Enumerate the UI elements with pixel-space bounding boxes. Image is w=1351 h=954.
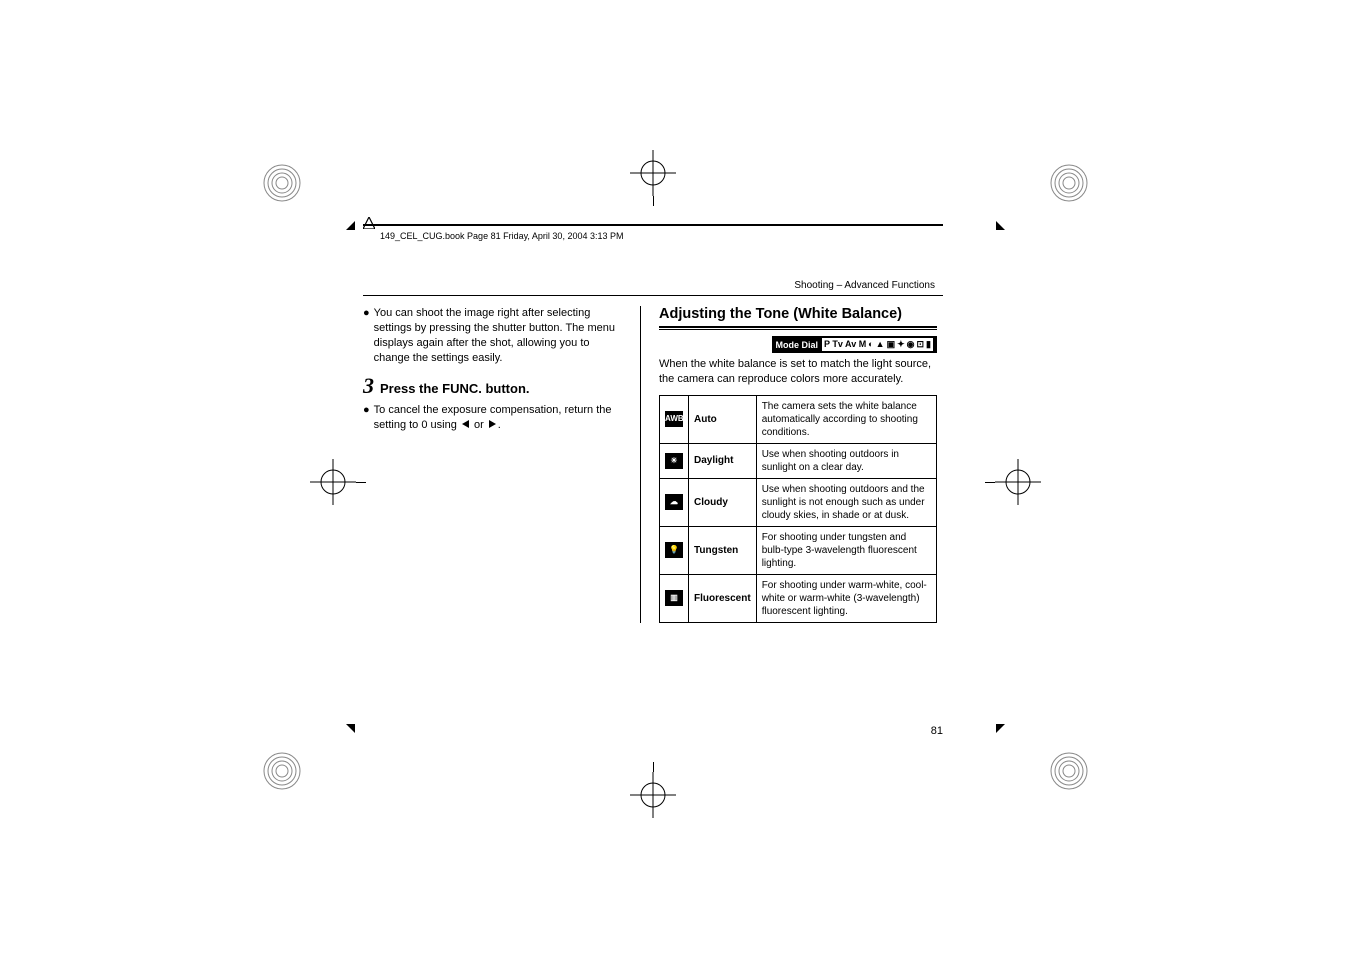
page-number: 81 (931, 725, 943, 737)
wb-icon-cell: ☁ (660, 478, 689, 526)
wb-icon: AWB (665, 411, 683, 427)
reg-line (985, 482, 995, 483)
flow-arrow-icon (363, 217, 375, 229)
wb-icon-cell: 💡 (660, 526, 689, 574)
reg-cross-top (630, 150, 676, 196)
mode-icon: ▲ (876, 339, 885, 350)
mode-icon: ◐ (868, 339, 873, 350)
wb-icon: ☀ (665, 453, 683, 469)
title-rule-1 (659, 326, 937, 328)
left-bullet-1: ● You can shoot the image right after se… (363, 306, 628, 365)
right-column: Adjusting the Tone (White Balance) Mode … (659, 306, 937, 623)
title-rule-2 (659, 329, 937, 330)
wb-icon-cell: AWB (660, 395, 689, 443)
mode-dial-row: Mode Dial P Tv Av M ◐ ▲ ▣ ✦ ◉ ⊡ ▮ (659, 336, 937, 353)
mode-dial-badge: Mode Dial P Tv Av M ◐ ▲ ▣ ✦ ◉ ⊡ ▮ (772, 336, 937, 353)
mode-icon: ◉ (907, 339, 915, 350)
step-number: 3 (363, 373, 374, 399)
wb-name: Auto (689, 395, 757, 443)
mode-icon: ⊡ (917, 339, 925, 350)
white-balance-table: AWB AutoThe camera sets the white balance… (659, 395, 937, 623)
bullet-icon: ● (363, 306, 370, 365)
reg-arrow-icon (994, 722, 1008, 736)
mode-icon: ▣ (887, 339, 896, 350)
bullet-icon: ● (363, 403, 370, 433)
table-row: ☀ DaylightUse when shooting outdoors in s… (660, 443, 937, 478)
page-content: Shooting – Advanced Functions ● You can … (363, 280, 943, 623)
table-row: ☁ CloudyUse when shooting outdoors and th… (660, 478, 937, 526)
section-header: Shooting – Advanced Functions (363, 280, 943, 291)
wb-desc: The camera sets the white balance automa… (756, 395, 936, 443)
bullet-text-c: . (498, 419, 501, 431)
wb-name: Tungsten (689, 526, 757, 574)
bullet-text: You can shoot the image right after sele… (374, 306, 628, 365)
reg-line (653, 762, 654, 772)
intro-text: When the white balance is set to match t… (659, 357, 937, 387)
wb-name: Daylight (689, 443, 757, 478)
step-heading: 3 Press the FUNC. button. (363, 373, 628, 399)
wb-desc: For shooting under warm-white, cool-whit… (756, 574, 936, 622)
reg-cross-bottom (630, 772, 676, 818)
reg-arrow-icon (343, 218, 357, 232)
mode-dial-icons: P Tv Av M ◐ ▲ ▣ ✦ ◉ ⊡ ▮ (822, 338, 933, 351)
header-line (363, 224, 943, 226)
reg-line (653, 196, 654, 206)
mode-icon: ▮ (926, 339, 931, 350)
table-row: 💡 TungstenFor shooting under tungsten and… (660, 526, 937, 574)
book-header-text: 149_CEL_CUG.book Page 81 Friday, April 3… (380, 231, 623, 241)
wb-desc: For shooting under tungsten and bulb-typ… (756, 526, 936, 574)
wb-desc: Use when shooting outdoors and the sunli… (756, 478, 936, 526)
header-rule (363, 295, 943, 296)
mode-dial-label: Mode Dial (776, 340, 819, 350)
mode-icon: ✦ (897, 339, 905, 350)
reg-arrow-icon (343, 722, 357, 736)
wb-icon: ▥ (665, 590, 683, 606)
reg-cross-left (310, 459, 356, 505)
left-bullet-2: ● To cancel the exposure compensation, r… (363, 403, 628, 433)
step-text: Press the FUNC. button. (380, 381, 530, 396)
left-arrow-icon (462, 420, 469, 428)
wb-icon-cell: ☀ (660, 443, 689, 478)
reg-mark-bottom-right (1031, 749, 1091, 809)
bullet-text-b: or (471, 419, 487, 431)
bullet-text-wrap: To cancel the exposure compensation, ret… (374, 403, 628, 433)
right-arrow-icon (489, 420, 496, 428)
mode-dial-text: P Tv Av M (824, 339, 866, 350)
reg-mark-top-right (1031, 145, 1091, 205)
wb-name: Cloudy (689, 478, 757, 526)
wb-icon: ☁ (665, 494, 683, 510)
reg-cross-right (995, 459, 1041, 505)
right-title: Adjusting the Tone (White Balance) (659, 306, 937, 322)
reg-arrow-icon (994, 218, 1008, 232)
wb-icon: 💡 (665, 542, 683, 558)
wb-name: Fluorescent (689, 574, 757, 622)
table-row: AWB AutoThe camera sets the white balance… (660, 395, 937, 443)
wb-desc: Use when shooting outdoors in sunlight o… (756, 443, 936, 478)
reg-mark-bottom-left (260, 749, 320, 809)
left-column: ● You can shoot the image right after se… (363, 306, 641, 623)
table-row: ▥ FluorescentFor shooting under warm-whit… (660, 574, 937, 622)
wb-icon-cell: ▥ (660, 574, 689, 622)
reg-mark-top-left (260, 145, 320, 205)
